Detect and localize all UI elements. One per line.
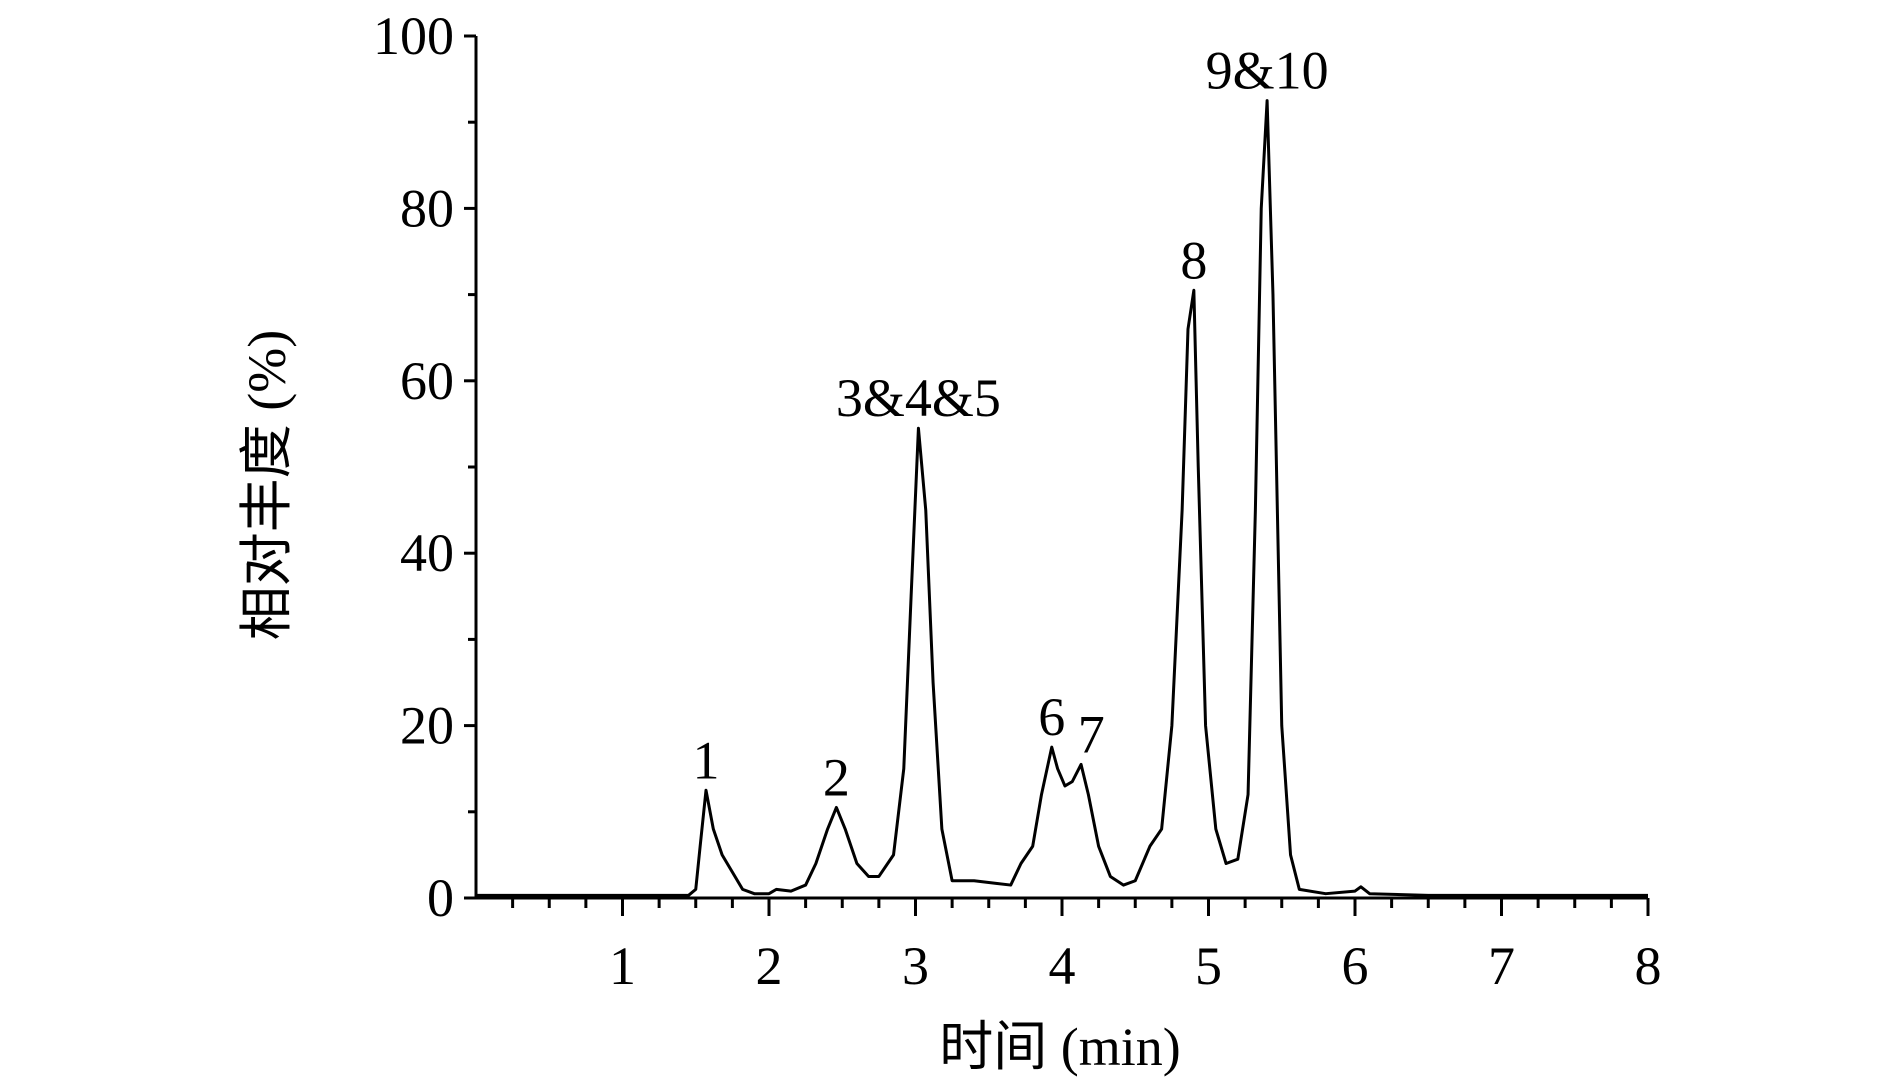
x-tick-label: 6: [1342, 936, 1369, 996]
y-tick-label: 60: [400, 351, 454, 411]
peak-label: 3&4&5: [836, 368, 1001, 428]
peak-label: 6: [1038, 687, 1065, 747]
x-tick-label: 4: [1049, 936, 1076, 996]
peak-label: 7: [1078, 704, 1105, 764]
x-tick-label: 8: [1635, 936, 1662, 996]
y-tick-label: 100: [373, 6, 454, 66]
peak-label: 1: [693, 730, 720, 790]
chromatogram-line: [476, 99, 1648, 897]
x-tick-label: 2: [756, 936, 783, 996]
x-tick-label: 3: [902, 936, 929, 996]
x-tick-label: 7: [1488, 936, 1515, 996]
y-axis-title: 相对丰度 (%): [237, 330, 297, 640]
peak-label: 2: [823, 747, 850, 807]
x-axis-title: 时间 (min): [939, 1017, 1180, 1077]
y-tick-label: 40: [400, 523, 454, 583]
x-tick-label: 5: [1195, 936, 1222, 996]
y-tick-label: 80: [400, 178, 454, 238]
y-tick-label: 20: [400, 696, 454, 756]
x-tick-label: 1: [609, 936, 636, 996]
peak-label: 8: [1180, 230, 1207, 290]
peak-label: 9&10: [1206, 41, 1329, 101]
y-tick-label: 0: [427, 868, 454, 928]
